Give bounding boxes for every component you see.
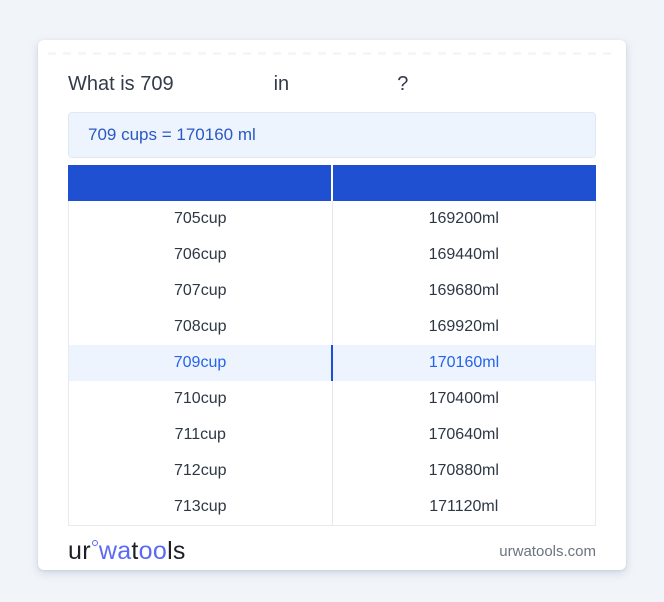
logo-part-ls: ls: [167, 536, 186, 565]
title-connector: in: [273, 73, 290, 95]
row-cup-value: 707cup: [69, 273, 333, 309]
table-row[interactable]: 712cup 170880ml: [69, 453, 595, 489]
row-cup-value: 706cup: [69, 237, 333, 273]
logo-part-ur: ur: [68, 536, 91, 565]
row-ml-value: 170160ml: [428, 354, 500, 371]
table-row[interactable]: 713cup 171120ml: [69, 489, 595, 525]
table-row[interactable]: 709cup 170160ml: [69, 345, 595, 381]
row-ml-value: 169920ml: [428, 318, 499, 335]
conversion-result-text: 709 cups = 170160 ml: [88, 125, 256, 144]
row-ml-value: 171120ml: [429, 498, 499, 515]
logo-ring-icon: [91, 539, 98, 546]
table-body: 705cup 169200ml 706cup 169440ml 707cup 1…: [68, 201, 596, 526]
row-cup-value: 708cup: [69, 309, 333, 345]
row-ml-value: 169680ml: [428, 282, 499, 299]
row-ml-value: 169440ml: [428, 246, 499, 263]
table-row[interactable]: 708cup 169920ml: [69, 309, 595, 345]
row-ml-value: 169200ml: [428, 210, 499, 227]
row-ml-value: 170400ml: [428, 390, 499, 407]
site-domain-text: urwatools.com: [499, 542, 596, 560]
table-row[interactable]: 706cup 169440ml: [69, 237, 595, 273]
row-cup-value: 712cup: [69, 453, 333, 489]
row-ml-value: 170880ml: [428, 462, 499, 479]
logo-part-oo: oo: [138, 536, 168, 565]
table-header: [68, 165, 596, 201]
conversion-table: 705cup 169200ml 706cup 169440ml 707cup 1…: [68, 165, 596, 526]
table-row[interactable]: 711cup 170640ml: [69, 417, 595, 453]
row-cup-value: 713cup: [69, 489, 333, 525]
row-cup-value: 710cup: [69, 381, 333, 417]
table-header-ml: [333, 165, 596, 201]
table-row[interactable]: 705cup 169200ml: [69, 201, 595, 237]
conversion-result-box: 709 cups = 170160 ml: [68, 112, 596, 158]
table-row[interactable]: 710cup 170400ml: [69, 381, 595, 417]
decorative-dashes: [48, 52, 616, 55]
logo-part-wa: wa: [98, 536, 132, 565]
logo-part-t: t: [131, 536, 139, 565]
row-ml-value: 170640ml: [428, 426, 499, 443]
page-title: What is 709 in?: [68, 40, 596, 97]
title-prefix: What is 709: [68, 73, 174, 95]
row-cup-value: 705cup: [69, 201, 333, 237]
row-cup-value: 711cup: [69, 417, 333, 453]
conversion-card: What is 709 in? 709 cups = 170160 ml 705c…: [38, 40, 626, 570]
title-question-mark: ?: [397, 73, 409, 95]
card-footer: ur wa t oo ls urwatools.com: [68, 530, 596, 572]
urwatools-logo[interactable]: ur wa t oo ls: [68, 537, 186, 566]
table-row[interactable]: 707cup 169680ml: [69, 273, 595, 309]
table-header-cup: [68, 165, 333, 201]
row-cup-value: 709cup: [69, 345, 333, 381]
